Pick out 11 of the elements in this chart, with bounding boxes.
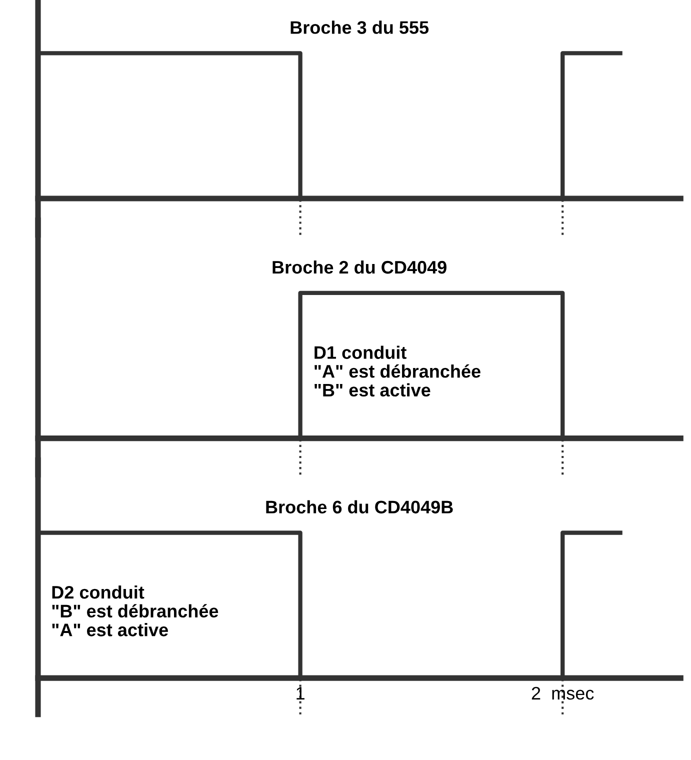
chart-title: Broche 3 du 555 bbox=[290, 20, 429, 34]
annotation: D2 conduit bbox=[52, 585, 144, 599]
annotation: D1 conduit bbox=[314, 346, 406, 359]
chart-title: Broche 6 du CD4049B bbox=[266, 500, 453, 514]
chart-title: Broche 2 du CD4049 bbox=[272, 260, 446, 274]
annotation: "B" est active bbox=[314, 383, 430, 397]
x-tick-label: 2 msec bbox=[532, 686, 594, 700]
annotation: "B" est débranchée bbox=[52, 604, 218, 618]
annotation: "A" est débranchée bbox=[314, 364, 480, 378]
x-tick-label: 1 bbox=[296, 687, 304, 700]
annotation: "A" est active bbox=[52, 623, 168, 636]
